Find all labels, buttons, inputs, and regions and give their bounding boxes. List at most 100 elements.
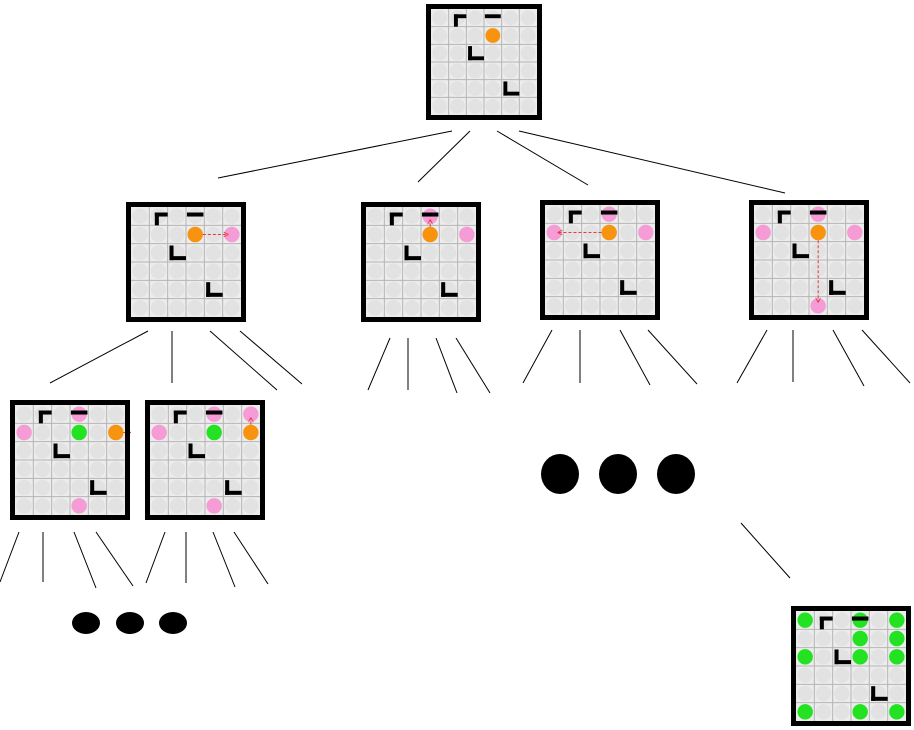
cell-dot	[224, 208, 240, 224]
cell-dot	[459, 281, 475, 298]
board-frame	[791, 606, 911, 726]
cell-dot	[188, 461, 204, 477]
cell-dot	[601, 261, 617, 277]
cell-dot	[188, 479, 204, 496]
cell-dot	[638, 261, 654, 277]
cell-dot	[206, 461, 222, 477]
wall-segment	[389, 212, 394, 226]
cell-dot	[792, 224, 808, 241]
cell-dot	[187, 245, 203, 261]
tree-edge	[367, 337, 391, 391]
cell-dot	[440, 245, 457, 261]
wall-segment	[389, 212, 403, 217]
cell-dot	[755, 279, 771, 296]
cell-dot	[132, 245, 148, 261]
cell-dot	[773, 261, 790, 277]
cell-dot	[546, 261, 562, 277]
cell-dot	[108, 479, 124, 496]
cell-dot	[828, 243, 845, 259]
cell-dot	[815, 649, 832, 665]
cell-dot	[34, 479, 51, 496]
bottom-ellipsis-dot	[116, 612, 144, 634]
cell-dot	[638, 243, 654, 259]
cell-dot	[71, 479, 87, 496]
cell-dot	[440, 300, 457, 316]
cell-dot	[432, 98, 448, 114]
cell-dot	[34, 443, 51, 459]
cell-dot	[169, 479, 186, 496]
cell-dot	[847, 298, 863, 314]
cell-dot	[16, 479, 32, 496]
explored-marker	[852, 630, 868, 647]
cell-dot	[546, 298, 562, 314]
cell-dot	[151, 479, 167, 496]
wall-segment	[225, 490, 242, 495]
tree-edge	[455, 337, 491, 394]
cell-dot	[422, 281, 438, 298]
agent-marker	[187, 226, 203, 243]
cell-dot	[810, 261, 826, 277]
wall-segment	[453, 14, 458, 27]
cell-dot	[187, 300, 203, 316]
cell-dot	[583, 261, 599, 277]
cell-dot	[34, 424, 51, 441]
cell-dot	[205, 208, 222, 224]
visited-marker	[810, 298, 826, 314]
tree-edge	[740, 522, 791, 579]
wall-segment	[819, 616, 833, 621]
cell-dot	[564, 279, 581, 296]
cell-dot	[773, 243, 790, 259]
wall-segment	[568, 210, 573, 224]
wall-segment	[777, 210, 782, 224]
bottom-ellipsis-dot	[159, 612, 187, 634]
cell-dot	[638, 279, 654, 296]
cell-dot	[206, 443, 222, 459]
wall-segment	[620, 290, 637, 295]
cell-dot	[224, 461, 241, 477]
cell-dot	[619, 261, 636, 277]
cell-dot	[16, 498, 32, 514]
tree-edge	[861, 329, 911, 384]
wall-segment	[188, 454, 205, 459]
wall-segment	[583, 243, 588, 259]
cell-dot	[852, 685, 868, 702]
cell-dot	[89, 461, 106, 477]
cell-dot	[132, 226, 148, 243]
wall-segment	[819, 616, 824, 630]
cell-dot	[467, 28, 483, 43]
wall-segment	[834, 660, 851, 665]
cell-dot	[815, 667, 832, 683]
cell-dot	[169, 461, 186, 477]
cell-dot	[205, 263, 222, 279]
tree-edge	[49, 330, 149, 384]
board-frame	[361, 202, 481, 322]
cell-dot	[224, 300, 240, 316]
cell-dot	[619, 243, 636, 259]
cell-dot	[619, 206, 636, 222]
cell-dot	[440, 208, 457, 224]
wall-segment	[173, 410, 178, 424]
explored-marker	[797, 704, 813, 720]
tree-edges	[0, 130, 911, 589]
explored-marker	[797, 612, 813, 628]
cell-dot	[89, 424, 106, 441]
middle-ellipsis-dot	[657, 454, 695, 494]
visited-marker	[16, 424, 32, 441]
board-level2-a	[10, 400, 131, 520]
cell-dot	[422, 245, 438, 261]
cell-dot	[151, 443, 167, 459]
cell-dot	[503, 45, 518, 61]
board-content	[754, 205, 864, 315]
cell-dot	[638, 206, 654, 222]
cell-dot	[432, 63, 448, 79]
cell-dot	[432, 45, 448, 61]
cell-dot	[834, 612, 850, 628]
board-frame	[126, 202, 246, 322]
wall-segment	[468, 56, 484, 61]
wall-segment	[421, 212, 439, 217]
board-content	[431, 9, 537, 115]
tree-edge	[212, 531, 236, 588]
cell-dot	[485, 81, 501, 96]
visited-marker	[847, 224, 863, 241]
tree-edge	[233, 531, 269, 585]
